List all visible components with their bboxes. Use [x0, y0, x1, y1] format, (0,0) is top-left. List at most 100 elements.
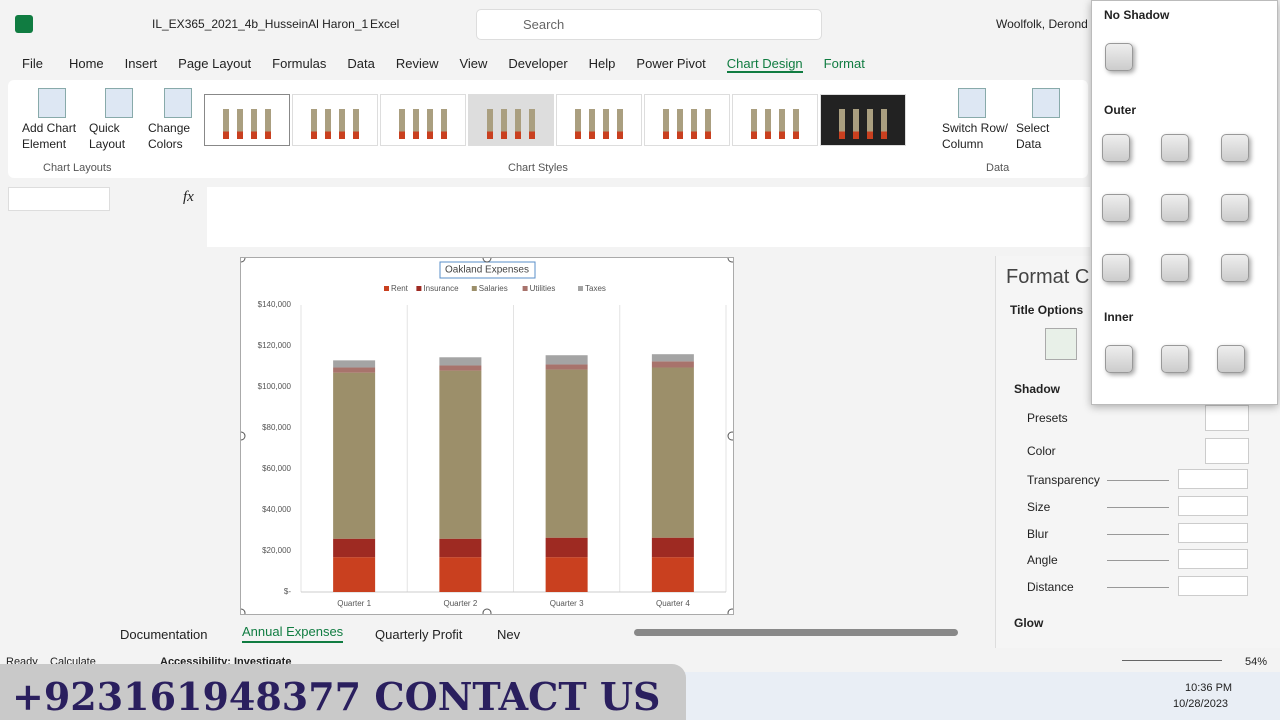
ribbon-button-label[interactable]: Column: [942, 137, 984, 151]
shadow-preset[interactable]: [1102, 134, 1130, 162]
ribbon-tab[interactable]: Insert: [124, 56, 158, 71]
shadow-preset[interactable]: [1221, 134, 1249, 162]
bar-segment: [439, 538, 482, 558]
field-slider[interactable]: [1107, 534, 1169, 535]
shadow-preset[interactable]: [1102, 194, 1130, 222]
ribbon-tab[interactable]: Data: [347, 56, 375, 71]
chart-title: Oakland Expenses: [445, 265, 529, 276]
field-slider[interactable]: [1107, 480, 1169, 481]
shadow-preset[interactable]: [1161, 194, 1189, 222]
legend-swatch: [578, 286, 583, 291]
field-slider[interactable]: [1107, 587, 1169, 588]
ribbon-tab[interactable]: Formulas: [272, 56, 327, 71]
field-label: Distance: [1027, 580, 1074, 594]
chart-style-thumb[interactable]: [556, 94, 642, 146]
ribbon-button-label[interactable]: Add Chart: [22, 121, 77, 135]
ribbon-button-label[interactable]: Change: [148, 121, 191, 135]
ribbon-tab[interactable]: Home: [68, 56, 104, 71]
legend-label: Salaries: [479, 284, 508, 293]
ribbon-icon[interactable]: [1032, 88, 1060, 118]
shadow-preset[interactable]: [1105, 43, 1133, 71]
chart-style-thumb[interactable]: [380, 94, 466, 146]
ribbon-tab[interactable]: Power Pivot: [636, 56, 706, 71]
ribbon-button-label[interactable]: Element: [22, 137, 67, 151]
field-slider[interactable]: [1107, 560, 1169, 561]
field-spinner[interactable]: [1178, 496, 1248, 516]
y-tick-label: $-: [284, 587, 291, 596]
ribbon-tab[interactable]: Help: [588, 56, 616, 71]
search-box[interactable]: [476, 9, 822, 40]
shadow-preset[interactable]: [1161, 254, 1189, 282]
sheet-tab-active[interactable]: Annual Expenses: [242, 624, 344, 643]
ribbon-tab[interactable]: Developer: [508, 56, 568, 71]
field-spinner[interactable]: [1178, 549, 1248, 569]
chart-style-thumb[interactable]: [820, 94, 906, 146]
ribbon-icon[interactable]: [164, 88, 192, 118]
ribbon-icon[interactable]: [38, 88, 66, 118]
chart-style-thumb[interactable]: [204, 94, 290, 146]
zoom-slider[interactable]: [1122, 660, 1222, 661]
x-tick-label: Quarter 1: [337, 599, 371, 608]
name-box[interactable]: [8, 187, 110, 211]
formula-input[interactable]: [207, 187, 1090, 247]
section-header[interactable]: Shadow: [1014, 382, 1061, 396]
y-tick-label: $20,000: [262, 546, 291, 555]
ribbon-button-label[interactable]: Switch Row/: [942, 121, 1009, 135]
ribbon-button-label[interactable]: Select: [1016, 121, 1050, 135]
ribbon-tab[interactable]: Chart Design: [726, 56, 803, 73]
ribbon-tab[interactable]: Review: [395, 56, 439, 71]
ribbon-icon[interactable]: [958, 88, 986, 118]
field-slider[interactable]: [1107, 507, 1169, 508]
thumb-bar: [779, 109, 785, 139]
thumb-bar: [603, 109, 609, 139]
clock-time: 10:36 PM: [1185, 682, 1233, 694]
field-spinner[interactable]: [1178, 523, 1248, 543]
sheet-tab[interactable]: Nev: [497, 627, 521, 642]
thumb-bar: [427, 109, 433, 139]
effects-icon[interactable]: [1045, 328, 1077, 360]
section-header[interactable]: Glow: [1014, 616, 1044, 630]
shadow-preset[interactable]: [1221, 254, 1249, 282]
ribbon-tab[interactable]: Page Layout: [178, 56, 252, 71]
shadow-preset[interactable]: [1102, 254, 1130, 282]
field-spinner[interactable]: [1178, 469, 1248, 489]
field-spinner[interactable]: [1178, 576, 1248, 596]
ribbon-tab[interactable]: File: [22, 56, 43, 71]
shadow-preset[interactable]: [1105, 345, 1133, 373]
search-placeholder[interactable]: Search: [523, 17, 565, 32]
legend-label: Utilities: [530, 284, 556, 293]
chart-style-thumb[interactable]: [644, 94, 730, 146]
app-name: Excel: [370, 17, 400, 31]
pane-tab[interactable]: Title Options: [1010, 303, 1084, 317]
chart-style-thumb[interactable]: [468, 94, 554, 146]
file-name: IL_EX365_2021_4b_HusseinAl Haron_1: [152, 17, 369, 31]
shadow-preset[interactable]: [1161, 345, 1189, 373]
field-dropdown[interactable]: [1205, 438, 1249, 464]
shadow-preset[interactable]: [1221, 194, 1249, 222]
ribbon-tab[interactable]: Format: [823, 56, 865, 71]
zoom-level[interactable]: 54%: [1245, 656, 1268, 668]
shadow-preset[interactable]: [1217, 345, 1245, 373]
fx-button[interactable]: fx: [183, 189, 194, 205]
legend-swatch: [522, 286, 528, 291]
ribbon-button-label[interactable]: Quick: [89, 121, 120, 135]
ribbon-button-label[interactable]: Data: [1016, 137, 1042, 151]
chart-style-thumb[interactable]: [732, 94, 818, 146]
ribbon-icon[interactable]: [105, 88, 133, 118]
clock-date: 10/28/2023: [1173, 698, 1229, 710]
sheet-tab[interactable]: Documentation: [120, 627, 208, 642]
ribbon-button-label[interactable]: Layout: [89, 137, 126, 151]
shadow-preset[interactable]: [1161, 134, 1189, 162]
chart-style-thumb[interactable]: [292, 94, 378, 146]
ribbon-button-label[interactable]: Colors: [148, 137, 183, 151]
h-scrollbar[interactable]: [634, 629, 958, 636]
chart[interactable]: Oakland Expenses $- $20,000 $40,000 $60,000 $…: [240, 257, 734, 615]
field-dropdown[interactable]: [1205, 405, 1249, 431]
bar-segment: [545, 355, 588, 365]
y-tick-label: $80,000: [262, 423, 291, 432]
sheet-tab[interactable]: Quarterly Profit: [375, 627, 463, 642]
user-name: Woolfolk, Derond: [996, 17, 1088, 31]
ribbon-tab[interactable]: View: [459, 56, 488, 71]
x-tick-label: Quarter 4: [656, 599, 690, 608]
